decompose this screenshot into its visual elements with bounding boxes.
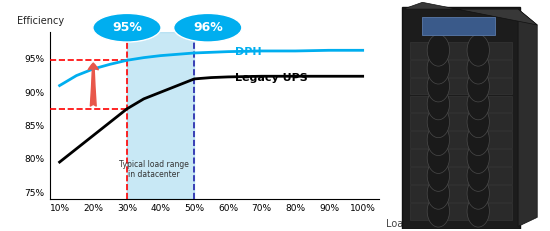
FancyBboxPatch shape	[402, 7, 520, 229]
Circle shape	[427, 106, 449, 138]
Circle shape	[467, 142, 490, 173]
Circle shape	[427, 70, 449, 102]
Circle shape	[467, 106, 490, 138]
Circle shape	[427, 142, 449, 173]
Circle shape	[174, 13, 242, 42]
Circle shape	[467, 195, 490, 227]
FancyBboxPatch shape	[410, 96, 512, 112]
Circle shape	[467, 178, 490, 209]
FancyBboxPatch shape	[410, 131, 512, 148]
Text: Load: Load	[386, 219, 409, 229]
FancyBboxPatch shape	[410, 185, 512, 202]
Circle shape	[427, 124, 449, 155]
FancyBboxPatch shape	[422, 17, 495, 35]
Circle shape	[427, 160, 449, 191]
FancyBboxPatch shape	[410, 60, 512, 76]
Circle shape	[427, 195, 449, 227]
Text: Legacy UPS: Legacy UPS	[235, 73, 307, 83]
Polygon shape	[403, 2, 537, 25]
Text: Typical load range
in datacenter: Typical load range in datacenter	[119, 160, 189, 179]
Bar	[127, 32, 194, 199]
Text: DPH: DPH	[235, 47, 261, 57]
Polygon shape	[518, 9, 537, 226]
Circle shape	[467, 160, 490, 191]
FancyBboxPatch shape	[410, 167, 512, 184]
Circle shape	[427, 178, 449, 209]
Circle shape	[467, 88, 490, 120]
FancyBboxPatch shape	[410, 42, 512, 59]
Circle shape	[427, 34, 449, 66]
Circle shape	[467, 34, 490, 66]
FancyBboxPatch shape	[410, 149, 512, 166]
Text: 95%: 95%	[112, 21, 142, 34]
FancyBboxPatch shape	[410, 113, 512, 130]
Text: 96%: 96%	[193, 21, 223, 34]
Circle shape	[427, 88, 449, 120]
Circle shape	[467, 124, 490, 155]
Circle shape	[467, 52, 490, 84]
Circle shape	[427, 52, 449, 84]
FancyBboxPatch shape	[410, 203, 512, 220]
Text: Efficiency: Efficiency	[16, 16, 64, 26]
FancyBboxPatch shape	[410, 78, 512, 94]
Circle shape	[467, 70, 490, 102]
Circle shape	[93, 13, 161, 42]
